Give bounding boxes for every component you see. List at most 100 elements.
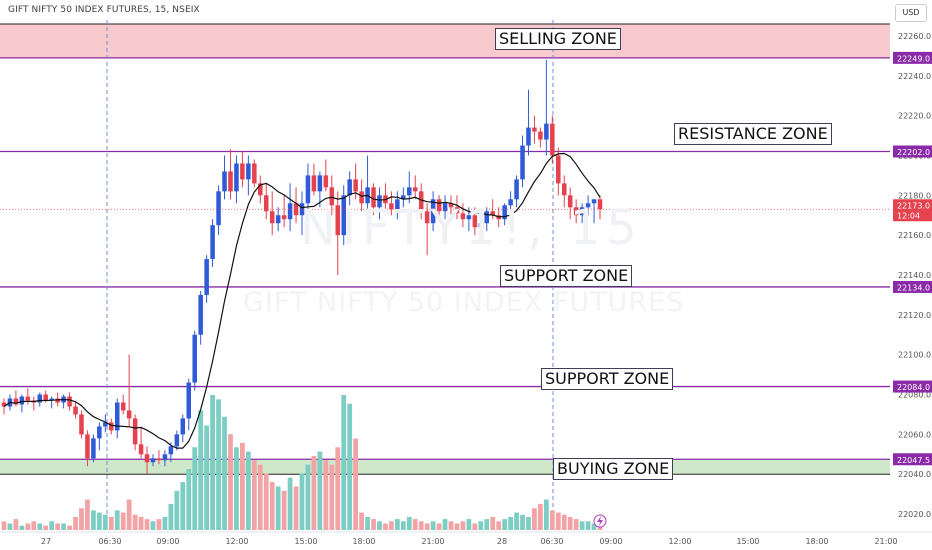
name-watermark: GIFT NIFTY 50 INDEX FUTURES	[243, 287, 685, 318]
candle-body	[359, 191, 364, 204]
volume-bar	[538, 503, 543, 530]
volume-bar	[496, 521, 502, 530]
volume-bar	[13, 519, 19, 530]
candle-body	[109, 422, 114, 431]
volume-bar	[162, 516, 168, 530]
volume-bar	[37, 523, 43, 530]
volume-bar	[156, 519, 162, 530]
countdown-text: 12:04	[897, 211, 920, 220]
y-tick-label: 22220.0	[898, 112, 931, 121]
candle-body	[389, 203, 394, 210]
candle-body	[532, 127, 537, 132]
candle-body	[204, 259, 209, 295]
candle-body	[49, 398, 54, 401]
candle-body	[174, 434, 180, 447]
candle-body	[436, 199, 442, 212]
volume-bar	[216, 399, 221, 530]
volume-bar	[567, 516, 573, 530]
volume-bar	[353, 438, 359, 530]
candle-body	[150, 458, 156, 463]
volume-bar	[251, 460, 257, 530]
volume-bar	[472, 523, 478, 530]
candle-body	[132, 418, 138, 445]
volume-bar	[269, 482, 275, 530]
candle-body	[91, 438, 96, 459]
volume-bar	[418, 521, 424, 530]
candle-body	[573, 207, 579, 216]
candle-body	[228, 171, 233, 192]
candle-body	[591, 199, 597, 204]
candle-body	[317, 175, 323, 192]
candle-body	[466, 215, 472, 220]
candle-body	[73, 406, 78, 415]
volume-bar	[61, 523, 66, 530]
volume-bar	[377, 521, 382, 530]
volume-bar	[204, 425, 210, 530]
volume-bar	[448, 521, 454, 530]
x-tick-label: 06:30	[540, 537, 563, 546]
candle-body	[114, 402, 120, 431]
candle-body	[258, 183, 263, 196]
candle-body	[240, 163, 245, 180]
volume-bar	[150, 521, 156, 530]
volume-bar	[585, 521, 591, 530]
y-tick-label: 22020.0	[898, 510, 931, 519]
x-tick-label: 09:00	[599, 537, 622, 546]
last-price-tag	[893, 199, 932, 222]
volume-bar	[126, 499, 132, 530]
volume-bar	[591, 523, 597, 530]
volume-bar	[257, 464, 263, 530]
volume-bar	[329, 464, 335, 530]
volume-bar	[424, 523, 430, 530]
volume-bar	[108, 516, 114, 530]
candle-body	[490, 211, 495, 216]
volume-bar	[73, 516, 78, 530]
lightning-icon	[593, 514, 607, 528]
candle-body	[252, 163, 257, 184]
support-zone-upper-label: SUPPORT ZONE	[500, 265, 633, 287]
currency-selector[interactable]: USD	[895, 4, 927, 22]
level-tag-text: 22249.0	[897, 54, 930, 63]
candle-body	[454, 207, 460, 214]
volume-bar	[579, 521, 585, 530]
candle-body	[186, 382, 192, 419]
volume-bar	[484, 519, 490, 530]
candle-body	[407, 187, 412, 196]
candle-body	[281, 215, 287, 220]
x-tick-label: 12:00	[668, 537, 691, 546]
buying-zone-band	[0, 459, 890, 475]
x-tick-label: 21:00	[874, 537, 897, 546]
volume-bar	[389, 521, 394, 530]
candle-body	[198, 294, 203, 335]
candle-body	[401, 195, 406, 200]
volume-bar	[543, 499, 549, 530]
candle-body	[448, 203, 454, 208]
candle-body	[347, 179, 352, 196]
level-tag-2	[893, 280, 932, 293]
candle-body	[418, 191, 424, 212]
volume-bar	[192, 447, 198, 530]
volume-bar	[91, 510, 96, 530]
candle-body	[585, 203, 591, 208]
candle-body	[222, 171, 227, 192]
volume-bar	[359, 512, 364, 530]
moving-average-line	[3, 152, 601, 449]
volume-bar	[114, 510, 120, 530]
candle-body	[323, 175, 329, 188]
candle-body	[299, 203, 305, 216]
x-tick-label: 28	[497, 537, 507, 546]
level-tag-text: 22047.5	[897, 456, 930, 465]
level-tag-3	[893, 380, 932, 393]
volume-bar	[186, 469, 192, 530]
level-tag-1	[893, 145, 932, 158]
volume-bar	[549, 510, 555, 530]
candle-body	[460, 213, 466, 220]
candle-body	[556, 155, 561, 184]
candle-body	[120, 402, 126, 411]
candle-body	[210, 225, 215, 260]
volume-bar	[144, 519, 150, 530]
volume-bar	[454, 523, 460, 530]
volume-bar	[335, 447, 341, 530]
volume-bar	[234, 447, 239, 530]
